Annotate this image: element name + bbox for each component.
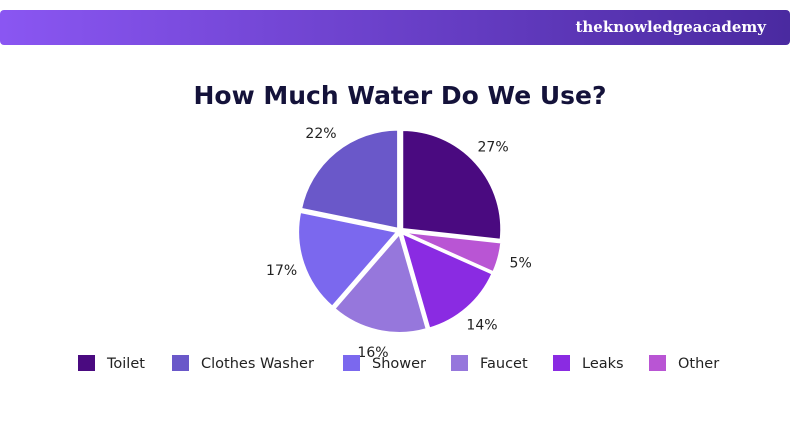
pie-slice bbox=[401, 128, 503, 241]
header-banner bbox=[0, 10, 790, 45]
data-label: 5% bbox=[510, 256, 532, 272]
pie-slice bbox=[402, 230, 503, 274]
legend-swatch bbox=[649, 355, 666, 371]
data-label: 27% bbox=[478, 140, 509, 156]
legend-label: Other bbox=[678, 356, 719, 372]
legend-label: Clothes Washer bbox=[201, 356, 314, 372]
legend-label: Leaks bbox=[582, 356, 624, 372]
legend-swatch bbox=[451, 355, 468, 371]
data-label: 16% bbox=[357, 345, 388, 361]
legend-label: Toilet bbox=[106, 356, 145, 372]
legend-swatch bbox=[343, 355, 360, 371]
legend-swatch bbox=[78, 355, 95, 371]
legend-swatch bbox=[553, 355, 570, 371]
pie-slice bbox=[299, 128, 400, 230]
pie-slice bbox=[333, 231, 428, 334]
legend-swatch bbox=[172, 355, 189, 371]
legend-label: Shower bbox=[372, 356, 426, 372]
chart-title: How Much Water Do We Use? bbox=[193, 81, 606, 110]
data-label: 14% bbox=[466, 317, 497, 333]
pie-slice bbox=[400, 231, 494, 330]
legend-label: Faucet bbox=[480, 356, 528, 372]
data-label: 22% bbox=[305, 126, 336, 142]
pie-slice bbox=[297, 210, 400, 309]
brand[interactable]: theknowledgeacademy bbox=[575, 18, 767, 36]
data-label: 17% bbox=[266, 263, 297, 279]
